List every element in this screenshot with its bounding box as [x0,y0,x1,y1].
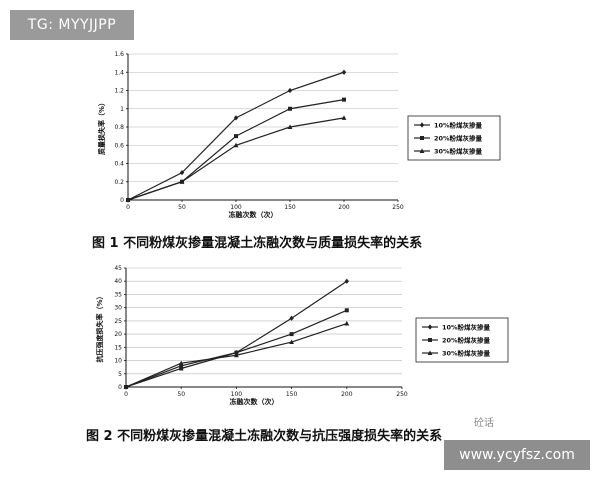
data-point-s1-5 [341,69,347,75]
x-axis-label: 冻融次数（次） [230,397,279,406]
y-tick-label: 1.2 [114,88,124,95]
legend-entry-2: 20%粉煤灰掺量 [434,133,483,142]
y-tick-label: 0.8 [114,124,124,131]
x-tick-label: 0 [126,204,130,211]
y-tick-label: 0.4 [114,161,124,168]
data-point-s3-5 [344,320,350,326]
y-tick-label: 0 [118,384,122,391]
x-tick-label: 0 [124,391,128,398]
y-tick-label: 45 [114,265,122,272]
legend-swatch-marker [428,338,432,342]
x-tick-label: 100 [231,391,243,398]
data-point-s3-4 [289,339,294,345]
x-tick-label: 50 [177,391,185,398]
legend: 10%粉煤灰掺量 20%粉煤灰掺量 30%粉煤灰掺量 [415,317,509,363]
legend-entry-3: 30%粉煤灰掺量 [442,348,491,357]
y-tick-label: 5 [118,371,122,378]
legend-swatch-marker [419,122,425,128]
data-point-s1-4 [289,315,294,321]
data-point-s1-3 [233,115,239,121]
data-point-s2-2 [179,366,184,371]
y-tick-label: 40 [114,278,122,285]
y-tick-label: 1.4 [114,69,124,76]
data-point-s3-3 [234,352,239,358]
series-line-2 [125,309,348,388]
watermark-url-badge: www.ycyfsz.com [444,440,590,470]
data-point-s2-5 [342,97,346,102]
data-point-s3-2 [179,179,185,184]
series-line-3 [127,117,345,201]
data-point-s1-5 [344,278,349,284]
x-tick-label: 250 [396,391,408,398]
y-tick-label: 25 [114,318,122,325]
legend-entry-2: 20%粉煤灰掺量 [442,335,491,344]
legend-entry-1: 10%粉煤灰掺量 [442,322,491,331]
x-tick-label: 100 [230,204,242,211]
data-point-s2-5 [344,308,349,313]
chart-1: 0 0.2 0.4 0.6 0.8 1 1.2 1.4 1.6 0 50 100 150 200 250 冻融… [97,51,501,219]
x-tick-label: 150 [284,204,296,211]
y-tick-label: 20 [114,331,122,338]
y-tick-label: 0.2 [114,179,124,186]
data-point-s2-4 [289,332,294,337]
y-tick-label: 1 [120,106,124,113]
data-point-s3-3 [233,142,239,148]
y-tick-label: 10 [114,358,122,365]
y-tick-label: 30 [114,305,122,312]
legend-entry-3: 30%粉煤灰掺量 [434,146,483,155]
watermark-top-badge: TG: MYYJJPP [10,10,134,40]
legend-entry-1: 10%粉煤灰掺量 [434,120,483,129]
data-point-s3-4 [287,124,293,129]
chart-2: 0 5 10 15 20 25 30 35 40 45 0 50 100 150 200 250 冻融次数（次）… [95,265,509,406]
legend-swatch-marker [427,350,433,355]
watermark-logo-text: 砼话 [474,418,494,429]
data-point-s1-2 [179,170,185,176]
y-tick-label: 0.6 [114,142,124,149]
x-axis-label: 冻融次数（次） [229,210,278,219]
data-point-s1-4 [287,87,293,94]
data-point-s2-3 [234,134,238,139]
legend-swatch-marker [420,136,424,140]
y-axis-label: 抗压强度损失率（%） [95,292,104,362]
data-point-s2-4 [288,106,292,111]
data-point-s3-1 [123,384,129,389]
legend: 10%粉煤灰掺量 20%粉煤灰掺量 30%粉煤灰掺量 [407,115,501,161]
y-tick-label: 1.6 [114,51,124,58]
data-point-s1-2 [179,363,184,369]
x-tick-label: 50 [178,204,186,211]
y-axis-label: 质量损失率（%） [97,99,106,155]
figure-1-caption: 图 1 不同粉煤灰掺量混凝土冻融次数与质量损失率的关系 [92,236,423,251]
x-tick-label: 200 [341,391,353,398]
x-tick-label: 250 [392,204,404,211]
x-tick-label: 150 [286,391,298,398]
data-point-s3-5 [341,115,347,120]
figure-2-caption: 图 2 不同粉煤灰掺量混凝土冻融次数与抗压强度损失率的关系 [86,429,443,444]
y-tick-label: 15 [114,344,122,351]
data-point-s3-1 [125,197,131,202]
legend-swatch-marker [419,148,425,153]
y-tick-label: 0 [120,197,124,204]
y-tick-label: 35 [114,291,122,298]
series-line-2 [127,99,345,201]
legend-swatch-marker [427,324,433,330]
x-tick-label: 200 [338,204,350,211]
data-point-s3-2 [178,360,184,366]
data-point-s2-3 [234,350,239,355]
